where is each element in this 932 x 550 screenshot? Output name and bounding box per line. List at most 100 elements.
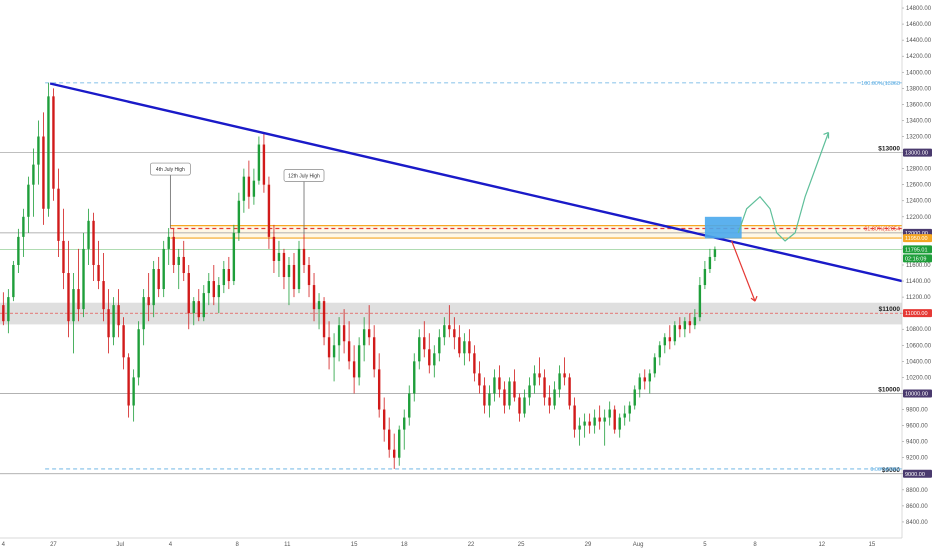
callout-box [283, 169, 325, 182]
candle-body [508, 381, 511, 406]
candle-body [157, 269, 160, 290]
candle-body [458, 337, 461, 354]
candle-body [573, 405, 576, 430]
y-tick-label: 8800.00 [906, 488, 928, 494]
countdown-tag-bg [903, 254, 932, 263]
candle-body [623, 413, 626, 418]
candle-body [172, 236, 175, 265]
x-tick-label: Jul [116, 542, 124, 548]
candle-body [413, 361, 416, 394]
candle-body [658, 345, 661, 358]
levels-layer: $13000 $11000 $10000 $9000 100.00%(13868 61.8… [0, 81, 902, 475]
candle-body [693, 317, 697, 326]
x-tick-label: 22 [468, 542, 475, 548]
y-tick-label: 9400.00 [906, 440, 928, 446]
candle-body [433, 353, 436, 366]
level-label-13000: $13000 [878, 146, 900, 153]
candle-body [307, 264, 311, 286]
candle-body [72, 289, 75, 322]
candle-body [247, 176, 251, 197]
countdown-tag: 02:16:09 [905, 256, 926, 262]
candle-body [182, 256, 185, 274]
candle-body [713, 249, 717, 257]
candle-body [688, 321, 692, 326]
candle-body [387, 429, 391, 450]
candle-body [367, 329, 371, 338]
candle-body [382, 409, 386, 430]
y-tick-label: 9800.00 [906, 408, 928, 414]
x-tick-label: 4 [169, 542, 173, 548]
candle-body [698, 285, 702, 318]
y-tick-label: 14400.00 [906, 38, 932, 44]
candle-body [578, 425, 581, 430]
candle-body [423, 337, 426, 350]
fib-label: 100.00%(13868 [861, 81, 900, 87]
candle-body [62, 240, 65, 274]
y-tick-label: 11200.00 [906, 295, 931, 301]
x-tick-label: 29 [585, 542, 592, 548]
candle-body [337, 325, 341, 346]
candle-body [192, 301, 195, 314]
candle-body [317, 301, 321, 310]
resistance-tag: 11950.00 [905, 236, 928, 242]
x-tick-label: 15 [869, 542, 876, 548]
candle-body [563, 373, 566, 378]
bearish-arrow-head [750, 295, 758, 302]
candle-body [533, 373, 536, 386]
candle-body [67, 273, 70, 322]
candle-body [252, 180, 256, 197]
candle-body [237, 200, 241, 233]
level-tag-bg [903, 389, 932, 398]
x-tick-label: 4 [2, 542, 6, 548]
y-tick-label: 14600.00 [906, 22, 932, 28]
candle-body [267, 184, 271, 237]
candle-body [312, 285, 316, 310]
candle-body [468, 341, 471, 354]
candle-body [302, 248, 306, 265]
candle-body [107, 309, 110, 338]
candle-body [227, 269, 231, 282]
candle-body [92, 220, 95, 265]
time-axis[interactable]: 4 27 Jul 4 8 11 15 18 22 25 29 Aug 5 8 12 15 [0, 537, 932, 550]
candle-body [583, 421, 586, 426]
candle-body [197, 301, 200, 318]
level-label-10000: $10000 [878, 386, 900, 393]
candle-body [117, 305, 120, 326]
candle-body [673, 325, 677, 342]
candle-body [453, 329, 456, 338]
descending-trendline [49, 82, 903, 283]
candle-body [217, 285, 221, 298]
x-tick-label: 18 [401, 542, 408, 548]
candle-body [403, 417, 406, 430]
x-tick-label: 5 [703, 542, 707, 548]
candle-body [297, 248, 301, 290]
candle-body [2, 305, 5, 322]
candle-body [528, 385, 531, 398]
candle-body [47, 96, 50, 209]
level-tag-bg [903, 148, 932, 157]
candle-body [17, 236, 20, 265]
candle-body [588, 421, 591, 426]
candle-body [52, 96, 55, 189]
candle-body [82, 248, 85, 310]
candle-body [503, 389, 506, 406]
x-tick-label: 15 [351, 542, 358, 548]
candle-body [112, 305, 115, 338]
callout-box [150, 162, 191, 176]
y-tick-label: 10600.00 [906, 343, 932, 349]
level-tag: 13000.00 [905, 151, 928, 157]
candle-body [177, 256, 180, 265]
candle-body [7, 297, 10, 322]
level-label-9000: $9000 [882, 467, 900, 474]
bullish-arrow-head [823, 131, 830, 139]
candle-body [282, 252, 286, 278]
candle-body [102, 281, 105, 310]
candle-body [598, 417, 601, 422]
candle-body [628, 405, 631, 414]
candle-body [187, 273, 190, 314]
candle-body [277, 252, 281, 261]
price-axis[interactable]: 8400.00 8600.00 8800.00 9000.00 9200.00 9400.… [901, 0, 932, 550]
candle-body [322, 301, 326, 338]
level-tag: 12000.00 [905, 231, 928, 237]
